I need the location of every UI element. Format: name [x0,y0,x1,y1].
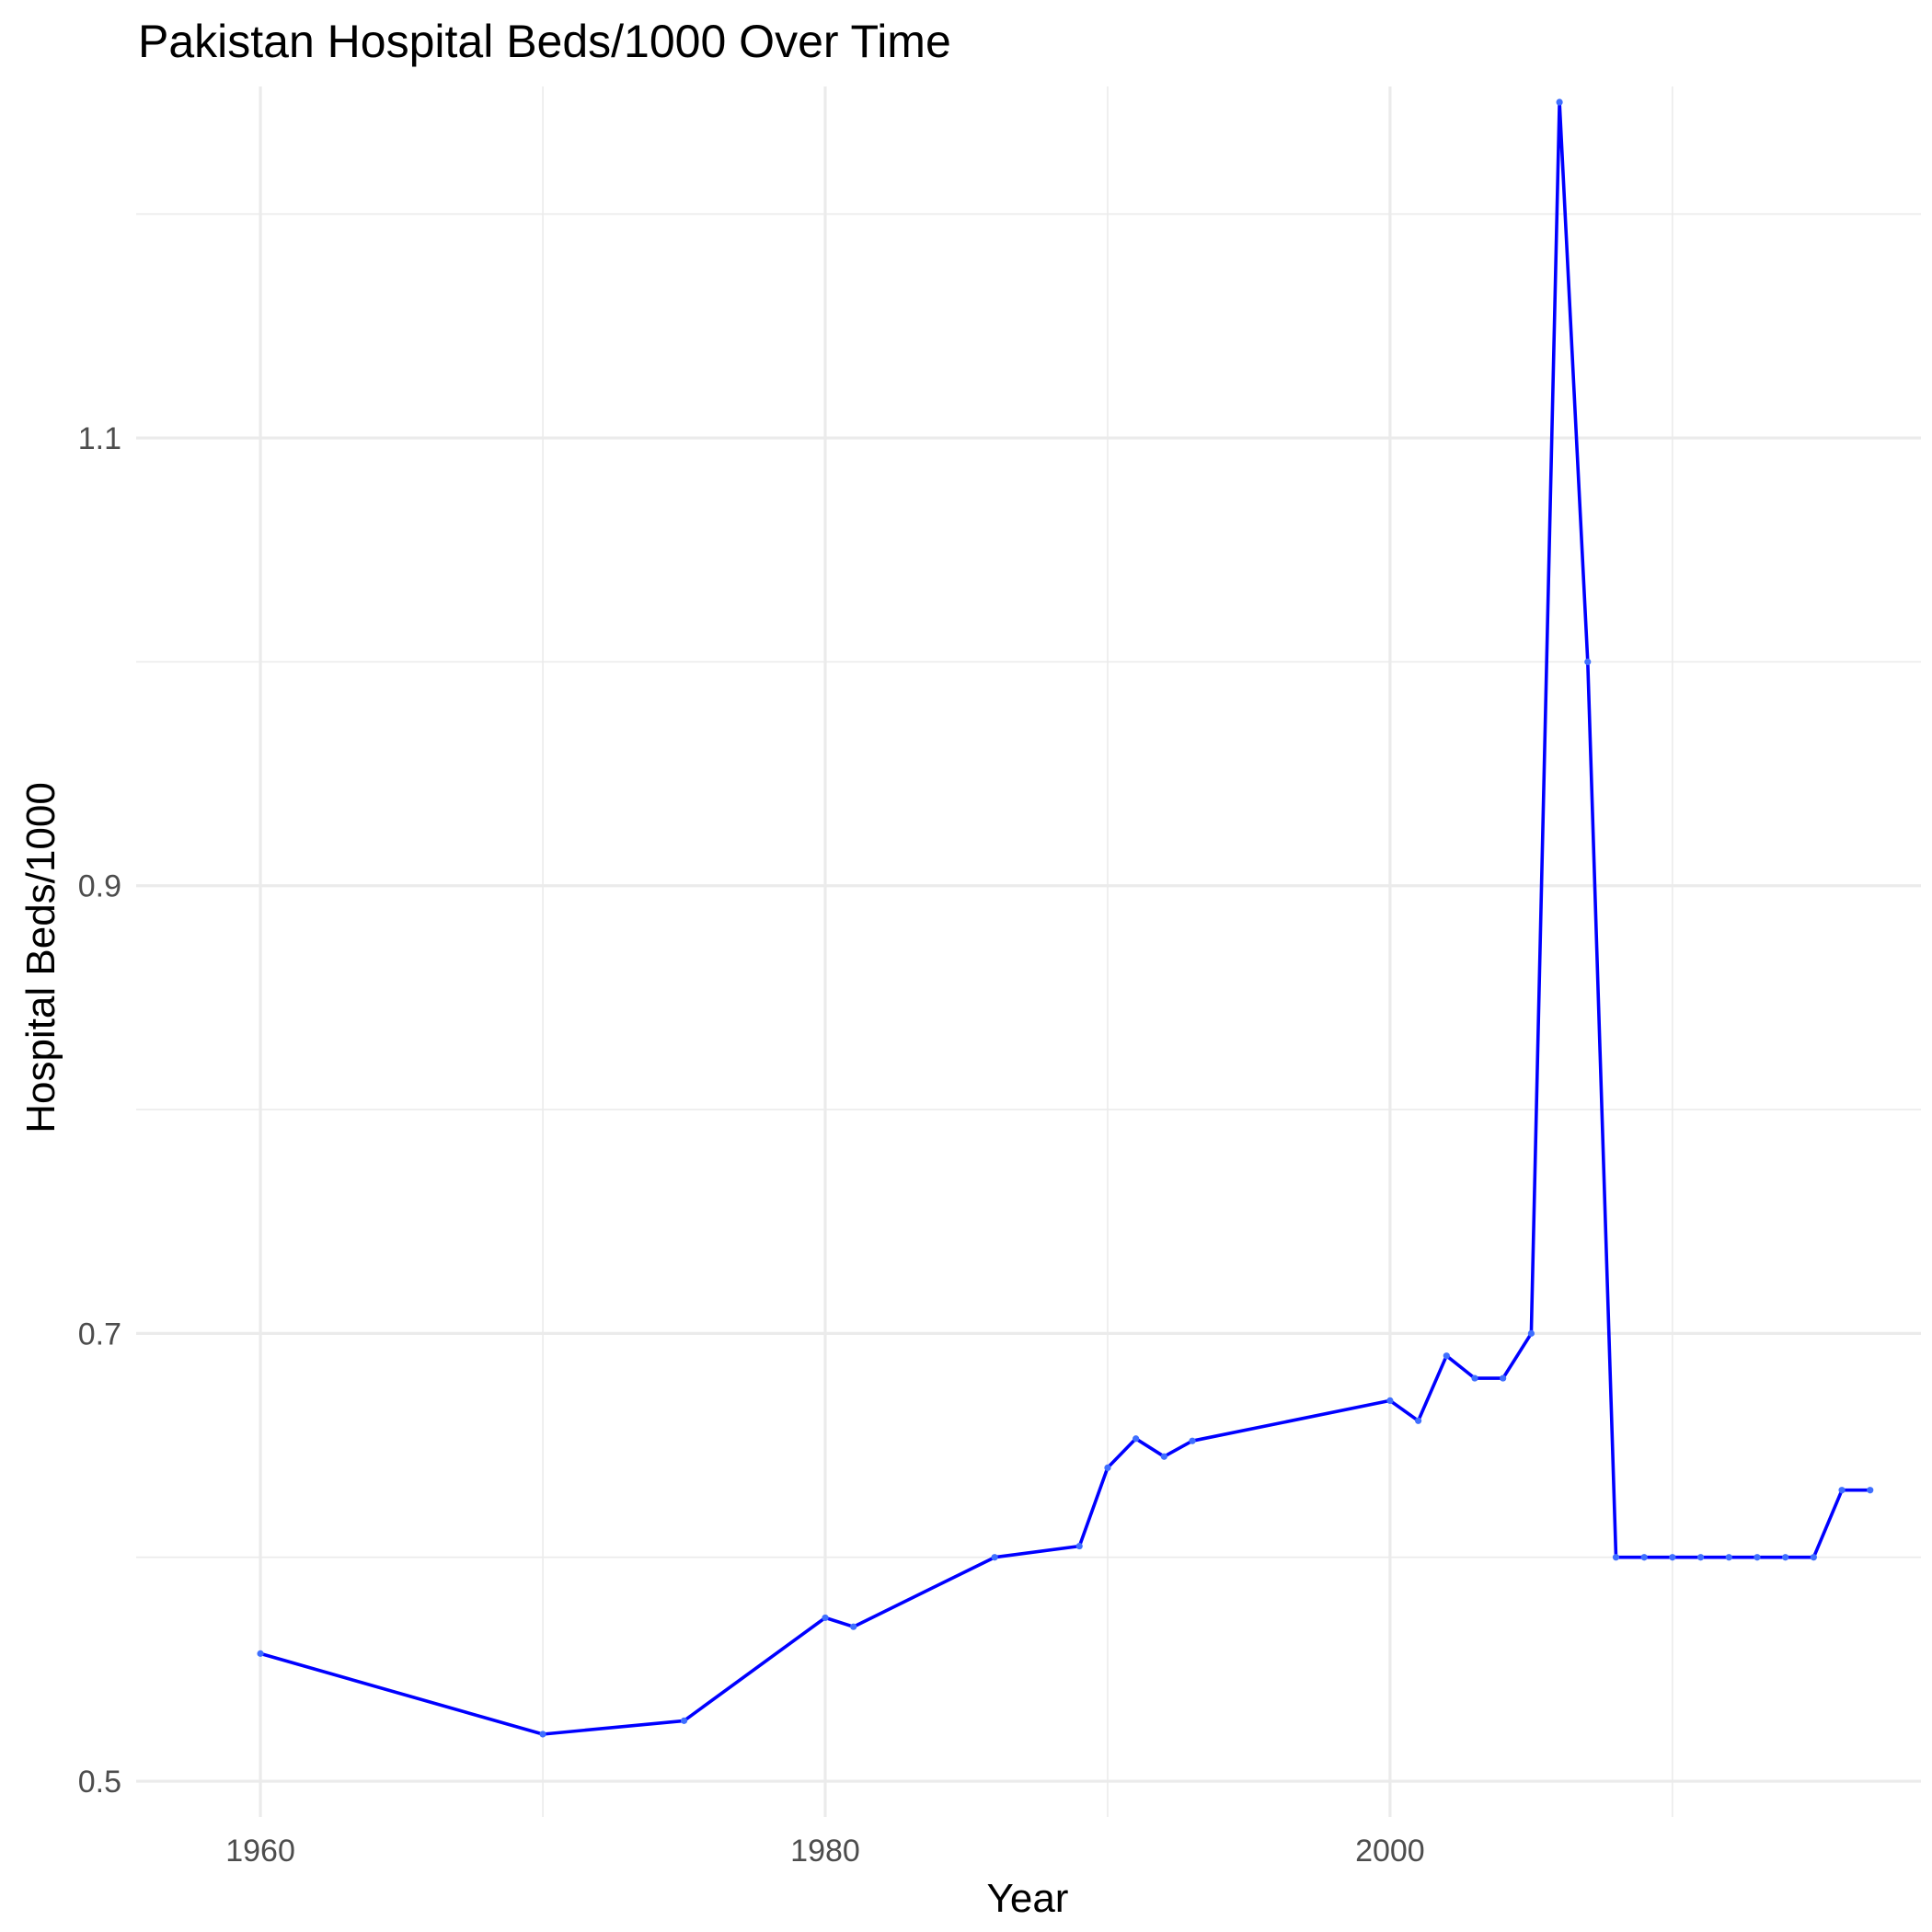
x-axis-title: Year [987,1876,1069,1921]
data-point [991,1554,998,1561]
series-line [259,100,1872,1736]
data-point [1612,1554,1620,1561]
data-point [539,1731,546,1738]
data-point [1838,1487,1846,1494]
series-layer [257,98,1874,1738]
data-point [1527,1329,1535,1337]
grid-lines [136,86,1921,1817]
data-point [1415,1417,1422,1424]
data-point [1867,1487,1874,1494]
data-point [1640,1554,1648,1561]
data-point [1189,1437,1196,1444]
data-point [680,1717,688,1724]
data-point [1500,1374,1507,1382]
data-point [1471,1374,1478,1382]
data-point [1669,1554,1676,1561]
y-tick-label: 0.9 [78,869,121,904]
y-tick-label: 1.1 [78,421,121,456]
tick-labels: 0.5 0.7 0.9 1.1 1960 1980 2000 [78,421,1425,1869]
data-point [1386,1397,1394,1404]
data-point [1556,98,1563,106]
data-point [1133,1435,1140,1443]
y-axis-title: Hospital Beds/1000 [18,782,63,1133]
data-point [1075,1542,1083,1550]
x-tick-label: 1980 [790,1834,860,1869]
data-point [1725,1554,1732,1561]
data-point [850,1623,857,1630]
data-point [1584,658,1592,665]
data-point [1443,1352,1450,1360]
data-point [257,1650,264,1657]
data-point [1696,1554,1705,1561]
data-point [822,1614,829,1622]
data-point [1810,1554,1817,1561]
data-point [1782,1554,1789,1561]
data-point [1754,1554,1761,1561]
data-point [1160,1453,1167,1460]
x-tick-label: 1960 [225,1834,295,1869]
x-tick-label: 2000 [1355,1834,1425,1869]
y-tick-label: 0.7 [78,1317,121,1351]
y-tick-label: 0.5 [78,1765,121,1800]
chart-title: Pakistan Hospital Beds/1000 Over Time [138,16,951,67]
data-point [1104,1464,1111,1471]
